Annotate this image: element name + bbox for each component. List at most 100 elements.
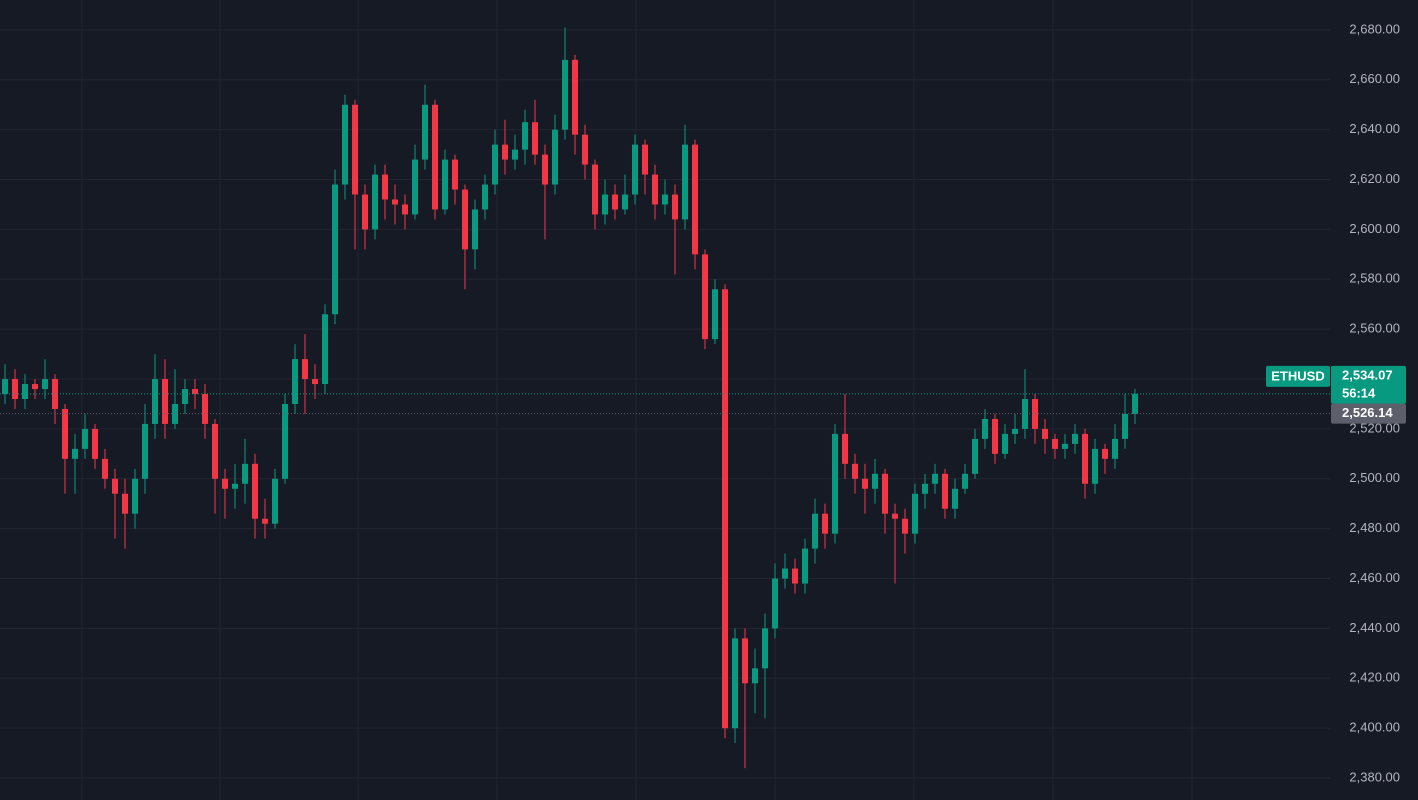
candle-body xyxy=(802,548,808,584)
candle-body xyxy=(522,122,528,150)
candle-body xyxy=(372,174,378,230)
y-tick-label: 2,620.00 xyxy=(1349,171,1400,186)
candle-body xyxy=(912,493,918,534)
candle-body xyxy=(282,403,288,479)
candle-body xyxy=(852,463,858,479)
candle-body xyxy=(902,518,908,534)
candle-body xyxy=(472,209,478,250)
candle-body xyxy=(362,194,368,230)
candle-body xyxy=(932,473,938,484)
ref-price-label: 2,526.14 xyxy=(1342,405,1393,420)
candle-body xyxy=(2,379,8,395)
candle-body xyxy=(652,174,658,205)
candle-body xyxy=(332,184,338,315)
candle-body xyxy=(582,134,588,165)
candle-body xyxy=(432,104,438,210)
candle-body xyxy=(942,473,948,509)
candle-body xyxy=(292,359,298,404)
y-tick-label: 2,520.00 xyxy=(1349,420,1400,435)
candle-body xyxy=(622,194,628,210)
y-tick-label: 2,640.00 xyxy=(1349,121,1400,136)
candle-body xyxy=(782,568,788,579)
candle-body xyxy=(412,159,418,215)
last-price-badge xyxy=(1331,365,1406,404)
candle-body xyxy=(962,473,968,489)
candle-body xyxy=(1002,433,1008,454)
candle-body xyxy=(822,513,828,534)
candle-body xyxy=(792,568,798,584)
candle-body xyxy=(22,384,28,400)
symbol-label: ETHUSD xyxy=(1271,368,1324,383)
candle-body xyxy=(1062,443,1068,449)
candle-body xyxy=(242,463,248,484)
candle-body xyxy=(722,289,728,729)
candle-body xyxy=(1072,433,1078,444)
candle-body xyxy=(672,194,678,220)
candle-body xyxy=(322,314,328,385)
candle-body xyxy=(182,389,188,404)
candle-body xyxy=(1052,438,1058,449)
candle-body xyxy=(212,423,218,479)
y-tick-label: 2,660.00 xyxy=(1349,71,1400,86)
candle-body xyxy=(1022,399,1028,429)
candle-body xyxy=(162,379,168,424)
candle-body xyxy=(142,423,148,479)
candle-body xyxy=(1102,448,1108,459)
candle-body xyxy=(692,144,698,255)
candle-body xyxy=(42,379,48,390)
candle-body xyxy=(712,289,718,340)
y-tick-label: 2,500.00 xyxy=(1349,470,1400,485)
candle-body xyxy=(952,488,958,509)
candle-body xyxy=(422,104,428,160)
y-tick-label: 2,580.00 xyxy=(1349,271,1400,286)
candle-body xyxy=(762,628,768,669)
candle-body xyxy=(682,144,688,220)
y-tick-label: 2,460.00 xyxy=(1349,570,1400,585)
candle-body xyxy=(192,389,198,395)
candle-body xyxy=(222,478,228,489)
candle-body xyxy=(122,493,128,514)
candle-body xyxy=(1042,428,1048,439)
candle-body xyxy=(702,254,708,340)
countdown-label: 56:14 xyxy=(1342,385,1376,400)
candle-body xyxy=(202,394,208,424)
candle-body xyxy=(602,194,608,215)
candle-body xyxy=(442,159,448,210)
y-tick-label: 2,420.00 xyxy=(1349,670,1400,685)
y-tick-label: 2,560.00 xyxy=(1349,321,1400,336)
candle-body xyxy=(842,433,848,464)
candle-body xyxy=(382,174,388,200)
candle-body xyxy=(72,448,78,459)
candle-body xyxy=(812,513,818,549)
candle-body xyxy=(742,638,748,684)
candle-body xyxy=(82,428,88,449)
candle-body xyxy=(402,204,408,215)
candle-body xyxy=(562,59,568,130)
candle-body xyxy=(892,513,898,519)
candle-body xyxy=(882,473,888,514)
candle-body xyxy=(552,129,558,185)
candle-body xyxy=(832,433,838,534)
candle-body xyxy=(662,194,668,205)
candle-body xyxy=(992,418,998,454)
candle-body xyxy=(632,144,638,195)
y-tick-label: 2,440.00 xyxy=(1349,620,1400,635)
candle-body xyxy=(592,164,598,215)
candle-body xyxy=(922,483,928,494)
candle-body xyxy=(1082,433,1088,484)
candle-body xyxy=(482,184,488,210)
candle-body xyxy=(392,199,398,205)
candle-body xyxy=(92,428,98,459)
candle-body xyxy=(272,478,278,524)
candle-body xyxy=(452,159,458,190)
candle-body xyxy=(112,478,118,494)
candle-body xyxy=(532,122,538,155)
candle-body xyxy=(772,578,778,629)
candle-body xyxy=(542,154,548,185)
candle-body xyxy=(982,418,988,439)
candle-body xyxy=(132,478,138,514)
candle-body xyxy=(232,483,238,489)
candle-body xyxy=(462,189,468,250)
candle-body xyxy=(352,104,358,195)
